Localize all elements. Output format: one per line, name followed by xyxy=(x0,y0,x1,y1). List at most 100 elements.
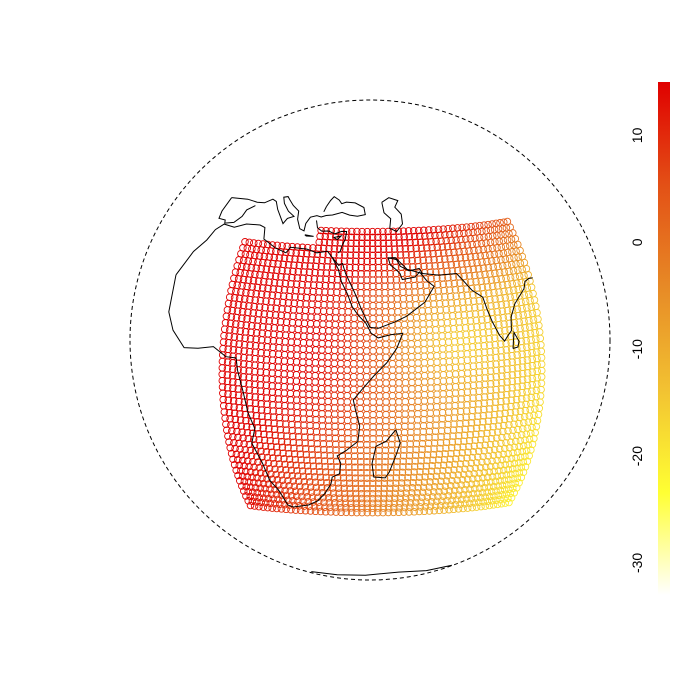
data-point xyxy=(448,438,457,446)
data-point xyxy=(460,431,469,440)
data-point xyxy=(375,308,383,316)
data-point xyxy=(368,504,377,512)
data-point xyxy=(401,372,410,381)
data-point xyxy=(299,472,308,481)
data-point xyxy=(382,372,390,381)
data-point xyxy=(472,424,481,433)
data-point xyxy=(362,353,371,362)
data-point xyxy=(420,378,429,386)
data-point xyxy=(471,222,480,230)
data-point xyxy=(363,479,371,488)
data-point xyxy=(472,503,481,511)
data-point xyxy=(510,443,519,451)
data-point xyxy=(429,456,437,464)
data-point xyxy=(351,263,360,272)
data-point xyxy=(387,452,396,460)
data-point xyxy=(291,455,300,464)
data-point xyxy=(419,326,428,335)
data-point xyxy=(392,479,400,487)
data-point xyxy=(393,301,402,310)
data-point xyxy=(248,423,256,432)
data-point xyxy=(276,419,284,428)
data-point xyxy=(302,488,310,496)
data-point xyxy=(251,447,260,455)
data-point xyxy=(441,231,449,239)
data-point xyxy=(457,454,466,463)
data-point xyxy=(474,453,482,461)
data-point xyxy=(337,327,346,335)
data-point xyxy=(481,441,489,449)
data-point xyxy=(426,415,434,424)
data-point xyxy=(401,404,409,412)
data-point xyxy=(325,244,333,253)
data-point xyxy=(347,499,355,507)
data-point xyxy=(441,450,449,458)
data-point xyxy=(415,473,424,481)
data-point xyxy=(281,460,289,469)
data-point xyxy=(337,385,345,393)
data-point xyxy=(353,508,361,517)
data-point xyxy=(350,334,358,342)
data-point xyxy=(352,504,361,512)
data-point xyxy=(305,384,313,392)
data-point xyxy=(458,223,466,232)
data-point xyxy=(305,358,313,367)
data-point xyxy=(225,438,233,446)
data-point xyxy=(238,428,246,436)
data-point xyxy=(282,248,290,256)
data-point xyxy=(337,372,345,381)
data-point xyxy=(330,366,339,374)
data-point xyxy=(414,403,422,412)
data-point xyxy=(324,250,333,259)
data-point xyxy=(310,502,319,511)
data-point xyxy=(229,433,237,441)
data-point xyxy=(495,416,504,424)
data-point xyxy=(522,264,531,273)
data-point xyxy=(350,416,358,425)
data-point xyxy=(485,411,493,419)
data-point xyxy=(324,340,333,348)
data-point xyxy=(385,499,393,507)
data-point xyxy=(401,385,410,393)
data-point xyxy=(500,444,509,453)
data-point xyxy=(415,507,424,516)
data-point xyxy=(375,458,383,466)
coastline-antarctica xyxy=(311,564,453,576)
data-point xyxy=(363,227,372,236)
data-point xyxy=(412,498,420,507)
data-point xyxy=(256,441,264,450)
data-point xyxy=(436,482,444,491)
data-point xyxy=(414,391,422,399)
data-point xyxy=(268,448,276,457)
data-point xyxy=(437,433,445,441)
data-point xyxy=(343,372,351,381)
data-point xyxy=(517,298,525,306)
data-point xyxy=(317,359,326,367)
data-point xyxy=(357,499,366,508)
data-point xyxy=(292,492,301,500)
data-point xyxy=(273,448,282,457)
data-point xyxy=(533,308,541,317)
data-point xyxy=(434,249,443,258)
data-point xyxy=(509,475,517,483)
data-point xyxy=(351,468,359,477)
data-point xyxy=(438,497,446,505)
data-point xyxy=(456,460,465,468)
data-point xyxy=(414,378,423,387)
data-point xyxy=(526,329,535,338)
data-point xyxy=(424,445,432,453)
data-point xyxy=(293,345,301,353)
data-point xyxy=(427,390,435,399)
data-point xyxy=(480,468,489,477)
data-point xyxy=(362,416,371,425)
data-point xyxy=(432,345,441,353)
data-point xyxy=(326,232,335,241)
data-point xyxy=(331,422,339,431)
data-point xyxy=(298,384,307,392)
data-point xyxy=(300,332,308,341)
data-point xyxy=(238,482,246,490)
data-point xyxy=(518,425,527,433)
data-point xyxy=(277,431,285,440)
data-point xyxy=(476,435,485,444)
data-point xyxy=(423,456,431,465)
